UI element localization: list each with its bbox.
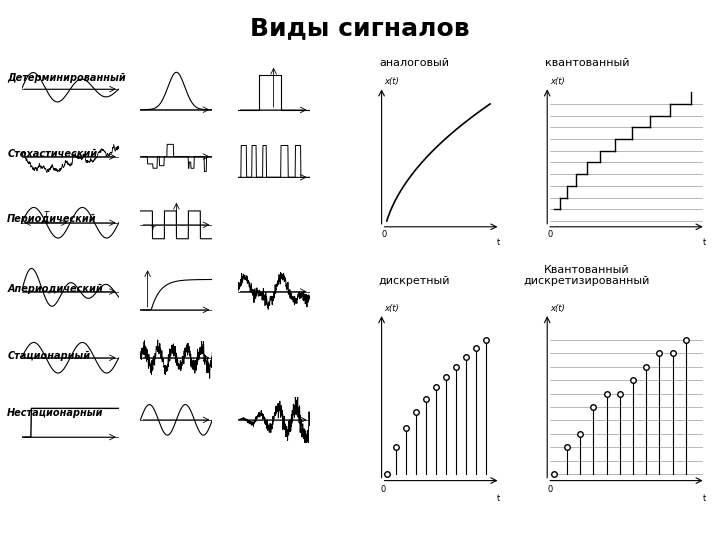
Text: Периодический: Периодический — [7, 214, 96, 224]
Text: квантованный: квантованный — [544, 57, 629, 68]
Text: 0: 0 — [547, 484, 552, 494]
Text: t: t — [702, 238, 706, 247]
Text: Стохастический: Стохастический — [7, 149, 97, 159]
Text: T: T — [43, 211, 48, 220]
Text: Квантованный
дискретизированный: Квантованный дискретизированный — [523, 265, 650, 286]
Text: x(t): x(t) — [550, 77, 565, 86]
Text: Апериодический: Апериодический — [7, 284, 103, 294]
Text: t: t — [497, 238, 500, 247]
Text: 0: 0 — [381, 484, 386, 494]
Text: t: t — [702, 494, 706, 503]
Text: Детерминированный: Детерминированный — [7, 73, 126, 83]
Text: дискретный: дискретный — [378, 276, 450, 286]
Text: Нестационарный: Нестационарный — [7, 408, 104, 418]
Text: 0: 0 — [381, 230, 387, 239]
Text: аналоговый: аналоговый — [379, 57, 449, 68]
Text: x(t): x(t) — [550, 304, 565, 313]
Text: T: T — [150, 226, 155, 232]
Text: Виды сигналов: Виды сигналов — [250, 16, 470, 40]
Text: x(t): x(t) — [384, 304, 399, 313]
Text: 0: 0 — [547, 230, 552, 239]
Text: t: t — [497, 494, 500, 503]
Text: Стационарный: Стационарный — [7, 352, 90, 361]
Text: x(t): x(t) — [384, 77, 399, 86]
